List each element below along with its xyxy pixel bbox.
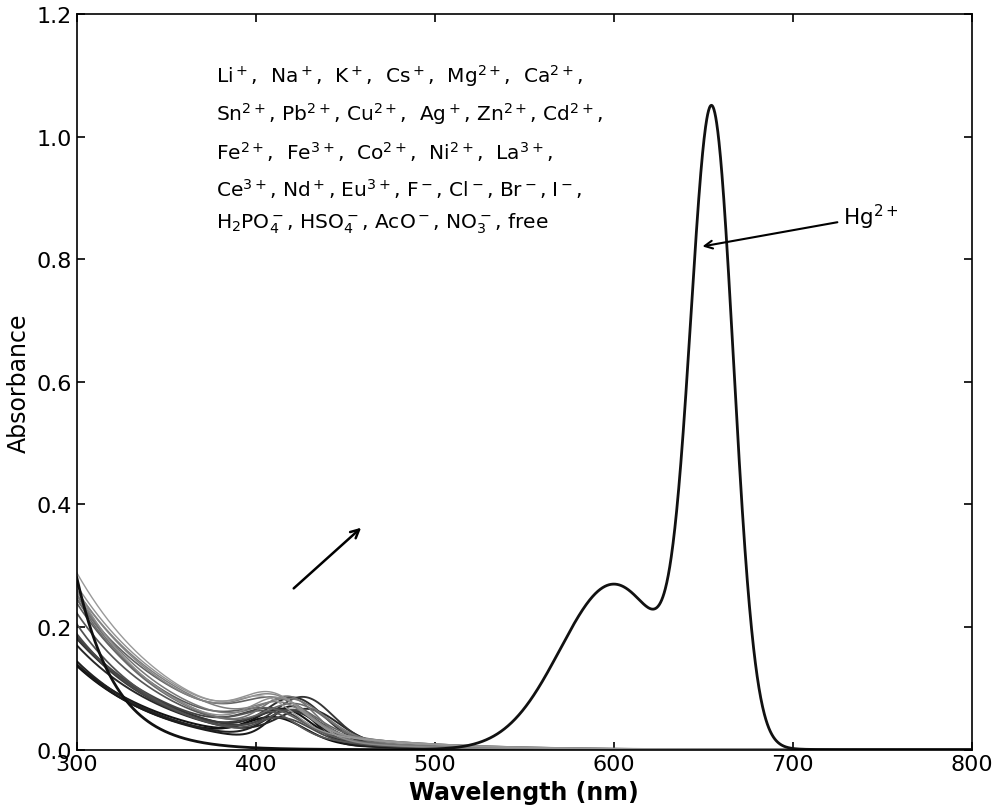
Text: Hg$^{2+}$: Hg$^{2+}$ bbox=[705, 203, 898, 249]
X-axis label: Wavelength (nm): Wavelength (nm) bbox=[409, 780, 639, 804]
Text: Li$^+$,  Na$^+$,  K$^+$,  Cs$^+$,  Mg$^{2+}$,  Ca$^{2+}$,
Sn$^{2+}$, Pb$^{2+}$, : Li$^+$, Na$^+$, K$^+$, Cs$^+$, Mg$^{2+}$… bbox=[216, 62, 603, 236]
Y-axis label: Absorbance: Absorbance bbox=[7, 313, 31, 452]
